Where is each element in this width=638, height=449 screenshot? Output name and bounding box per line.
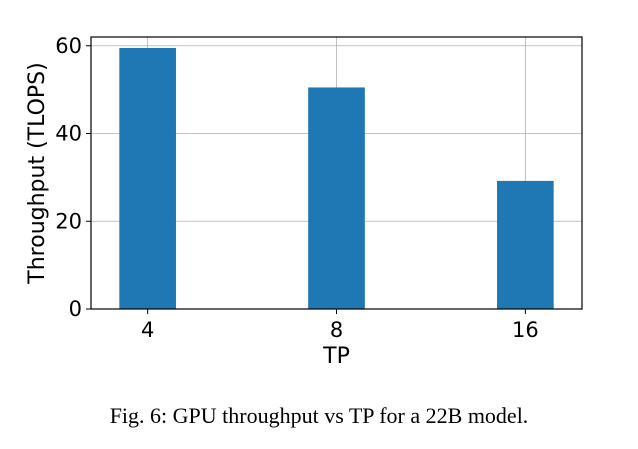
x-axis-label: TP (322, 344, 350, 369)
y-axis-label: Throughput (TLOPS) (25, 62, 50, 284)
x-tick-label: 16 (512, 318, 539, 342)
x-tick-label: 8 (330, 318, 343, 342)
x-tick-label: 4 (141, 318, 154, 342)
bar-8 (308, 87, 365, 309)
bar-16 (497, 180, 554, 309)
figure-caption: Fig. 6: GPU throughput vs TP for a 22B m… (109, 403, 529, 428)
y-tick-label: 0 (69, 297, 82, 321)
y-tick-label: 60 (55, 34, 82, 58)
y-tick-label: 40 (55, 122, 82, 146)
ticks: 0 20 40 60 4 8 16 (55, 34, 538, 342)
y-tick-label: 20 (55, 209, 82, 233)
bar-4 (119, 47, 176, 309)
bars (119, 47, 554, 309)
